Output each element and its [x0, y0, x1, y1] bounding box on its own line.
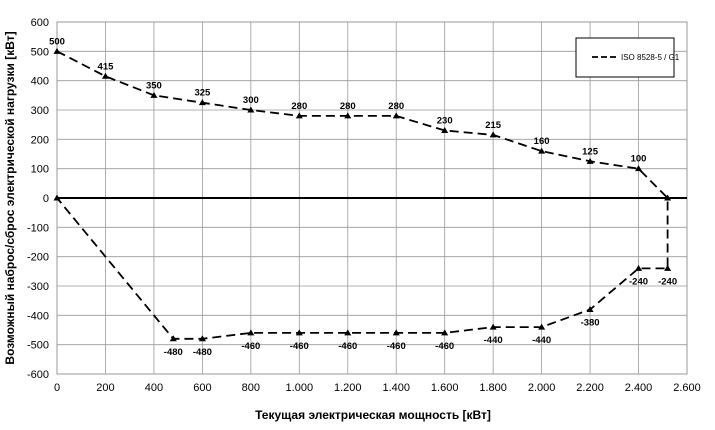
- data-point-marker: [101, 72, 109, 79]
- data-point-marker: [169, 335, 177, 342]
- series-layer: [53, 47, 672, 342]
- x-tick-label: 1.000: [286, 382, 314, 394]
- data-label: -480: [193, 347, 212, 358]
- data-point-marker: [150, 91, 158, 98]
- y-tick-label: 0: [43, 193, 49, 205]
- data-point-marker: [489, 131, 497, 138]
- y-tick-label: -100: [27, 222, 49, 234]
- x-tick-label: 1.800: [479, 382, 507, 394]
- data-point-marker: [635, 264, 643, 271]
- legend: ISO 8528-5 / G1: [575, 37, 680, 78]
- x-tick-label: 600: [193, 382, 211, 394]
- data-point-marker: [53, 47, 61, 54]
- data-label: 415: [98, 61, 115, 72]
- data-label: 300: [243, 95, 259, 106]
- data-label: 230: [437, 116, 453, 127]
- x-axis-title: Текущая электрическая мощность [кВт]: [255, 408, 491, 422]
- data-point-marker: [538, 323, 546, 330]
- data-label: 280: [388, 101, 404, 112]
- x-tick-label: 2.600: [673, 382, 701, 394]
- x-tick-label: 2.200: [576, 382, 604, 394]
- data-point-marker: [635, 165, 643, 172]
- x-tick-label: 400: [145, 382, 163, 394]
- data-point-marker: [295, 112, 303, 119]
- x-tick-label: 200: [96, 382, 114, 394]
- x-tick-label: 1.400: [382, 382, 410, 394]
- data-point-marker: [198, 99, 206, 106]
- data-labels: 500 415 350 325 300 280 280 280 230 215 160 125 100 -…: [49, 36, 677, 357]
- y-tick-label: 400: [31, 76, 49, 88]
- data-label: 280: [291, 101, 307, 112]
- data-label: 215: [485, 120, 502, 131]
- data-label: -240: [658, 276, 677, 287]
- x-tick-label: 800: [242, 382, 260, 394]
- data-point-marker: [392, 329, 400, 336]
- series-line: [56, 50, 669, 340]
- y-tick-label: 100: [31, 164, 49, 176]
- data-label: -440: [484, 335, 503, 346]
- x-tick-labels: 0 200 400 600 800 1.000 1.200 1.400 1.600 1.800 2.…: [54, 382, 701, 394]
- y-tick-label: -300: [27, 281, 49, 293]
- data-label: -440: [532, 335, 551, 346]
- data-label: -460: [290, 341, 309, 352]
- data-point-marker: [538, 147, 546, 154]
- data-point-marker: [586, 157, 594, 164]
- y-axis-title: Возможный наброс/сброс электрической наг…: [3, 31, 17, 364]
- data-label: -460: [435, 341, 454, 352]
- y-tick-label: -400: [27, 310, 49, 322]
- x-tick-label: 2.000: [528, 382, 556, 394]
- data-point-marker: [586, 305, 594, 312]
- data-label: 500: [49, 36, 65, 47]
- y-tick-label: 500: [31, 46, 49, 58]
- data-label: 350: [146, 80, 162, 91]
- data-label: 100: [631, 154, 647, 165]
- data-point-marker: [664, 264, 672, 271]
- data-point-marker: [664, 194, 672, 201]
- data-point-marker: [441, 127, 449, 134]
- data-point-marker: [53, 194, 61, 201]
- y-tick-labels: 600 500 400 300 200 100 0 -100 -200 -300 -400 -500 -…: [27, 17, 49, 381]
- data-label: -480: [164, 347, 183, 358]
- data-point-marker: [295, 329, 303, 336]
- data-point-marker: [392, 112, 400, 119]
- x-tick-label: 0: [54, 382, 60, 394]
- data-point-marker: [344, 112, 352, 119]
- y-tick-label: -500: [27, 340, 49, 352]
- data-point-marker: [344, 329, 352, 336]
- data-label: -460: [387, 341, 406, 352]
- data-point-marker: [441, 329, 449, 336]
- y-tick-label: -600: [27, 369, 49, 381]
- x-tick-label: 1.600: [431, 382, 459, 394]
- legend-series-name: ISO 8528-5 / G1: [621, 53, 680, 62]
- data-label: -460: [338, 341, 357, 352]
- y-tick-label: 600: [31, 17, 49, 29]
- data-label: -460: [241, 341, 260, 352]
- data-point-marker: [247, 106, 255, 113]
- data-label: 160: [534, 136, 550, 147]
- data-label: 325: [194, 88, 211, 99]
- y-tick-label: 300: [31, 105, 49, 117]
- data-point-marker: [247, 329, 255, 336]
- y-tick-label: -200: [27, 252, 49, 264]
- x-tick-label: 1.200: [334, 382, 362, 394]
- y-tick-label: 200: [31, 134, 49, 146]
- data-label: 280: [340, 101, 356, 112]
- data-label: 125: [582, 146, 599, 157]
- data-label: -240: [629, 276, 648, 287]
- x-tick-label: 2.400: [625, 382, 653, 394]
- data-label: -380: [581, 317, 600, 328]
- data-point-marker: [489, 323, 497, 330]
- data-point-marker: [198, 335, 206, 342]
